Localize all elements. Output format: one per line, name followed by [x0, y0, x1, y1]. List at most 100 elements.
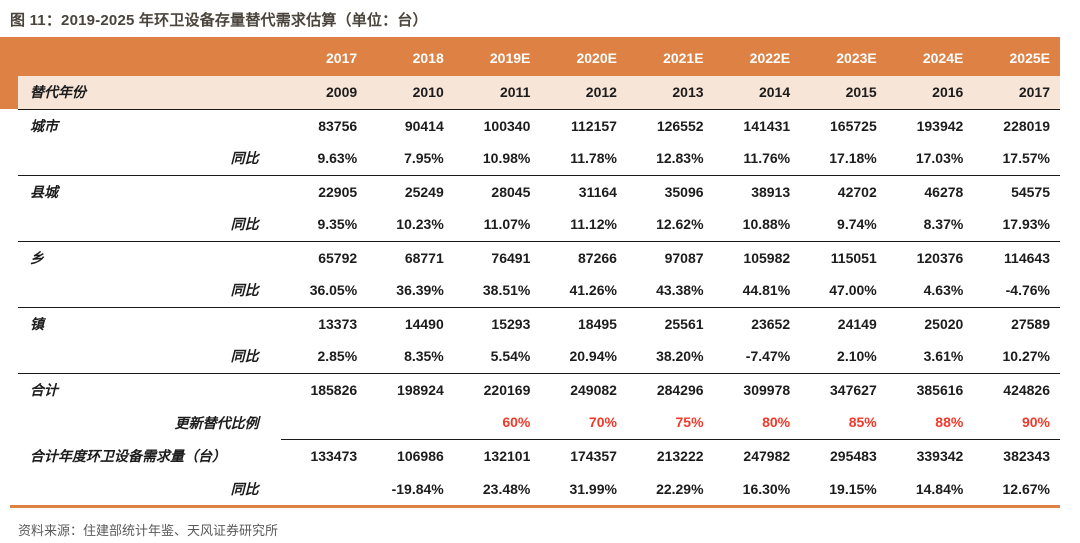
table-cell: 27589 [1011, 315, 1050, 332]
table-row: 同比 36.05% 36.39% 38.51% 41.26% 43.38% 44.81% 47… [18, 274, 1060, 308]
table-cell: -19.84% [391, 480, 444, 497]
table-cell: 25561 [664, 315, 704, 332]
year-header-cell: 2017 [280, 40, 368, 76]
row-label: 县城 [30, 183, 58, 200]
table-cell: 38.20% [626, 340, 714, 374]
replacement-year-cell: 2010 [367, 76, 454, 110]
table-cell: 36.05% [280, 274, 368, 308]
table-cell: 10.98% [453, 142, 541, 176]
table-cell: 17.03% [886, 142, 974, 176]
year-header-cell: 2024E [886, 40, 974, 76]
table-cell: 115051 [830, 249, 877, 266]
replacement-year-cell: 2017 [973, 76, 1060, 110]
replacement-year-cell: 2012 [540, 76, 627, 110]
year-header-cell: 2019E [453, 40, 541, 76]
row-label: 更新替代比例 [174, 414, 259, 431]
replacement-year-cell: 2013 [626, 76, 714, 110]
table-cell [281, 472, 368, 505]
table-cell: 9.74% [800, 208, 887, 242]
replacement-demand-table: 2017 2018 2019E 2020E 2021E 2022E 2023E 2024E 20… [18, 40, 1060, 505]
table-cell: 339342 [916, 447, 964, 464]
row-label: 同比 [18, 208, 281, 242]
table-cell: 97087 [664, 249, 704, 266]
table-cell: 198924 [397, 381, 444, 398]
table-cell: 20.94% [540, 340, 627, 374]
table-row: 同比 -19.84% 23.48% 31.99% 22.29% 16.30% 19.15% 1… [18, 472, 1060, 505]
table-cell: 133473 [310, 447, 358, 464]
table-cell: 114643 [1004, 249, 1050, 266]
table-cell: 18495 [578, 315, 617, 332]
table-cell: 60% [453, 406, 541, 440]
row-label: 镇 [30, 315, 44, 332]
table-cell: 213222 [656, 447, 704, 464]
table-cell: 3.61% [886, 340, 974, 374]
table-cell: 36.39% [367, 274, 454, 308]
table-cell: 12.83% [626, 142, 714, 176]
replacement-year-cell: 2011 [453, 76, 541, 110]
table-cell: 141431 [743, 117, 791, 134]
table-cell: 28045 [491, 183, 531, 200]
table-cell: 54575 [1011, 183, 1050, 200]
table-cell: 11.78% [540, 142, 627, 176]
table-cell: 9.63% [280, 142, 368, 176]
replacement-year-label: 替代年份 [18, 76, 281, 110]
table-row: 镇 13373 14490 15293 18495 25561 23652 24149 2502… [18, 307, 1060, 340]
table-cell: 11.76% [713, 142, 801, 176]
year-header-row: 2017 2018 2019E 2020E 2021E 2022E 2023E 2024E 20… [18, 40, 1060, 76]
table-cell: 88% [886, 406, 974, 440]
table-cell: 100340 [483, 117, 531, 134]
source-note: 资料来源：住建部统计年鉴、天风证券研究所 [18, 523, 279, 538]
table-cell: 17.57% [973, 142, 1060, 176]
table-cell: 10.27% [973, 340, 1060, 374]
table-cell: 80% [713, 406, 801, 440]
table-cell: 385616 [916, 381, 964, 398]
table-cell: 25020 [924, 315, 964, 332]
table-cell: 193942 [916, 117, 964, 134]
bottom-rule [10, 505, 1060, 508]
table-row: 县城 22905 25249 28045 31164 35096 38913 42702 462… [18, 175, 1060, 208]
table-cell: 15293 [491, 315, 531, 332]
row-label: 同比 [18, 142, 281, 176]
table-row: 城市 83756 90414 100340 112157 126552 141431 1657… [18, 109, 1060, 142]
table-cell: 249082 [570, 381, 617, 398]
table-cell: 11.12% [540, 208, 627, 242]
replacement-year-cell: 2014 [713, 76, 801, 110]
table-cell [280, 406, 368, 440]
table-cell: 68771 [404, 249, 444, 266]
table-cell: 44.81% [713, 274, 801, 308]
table-cell: 43.38% [626, 274, 714, 308]
table-cell: 31.99% [569, 480, 617, 497]
table-cell: 47.00% [800, 274, 887, 308]
table-cell: 41.26% [540, 274, 627, 308]
table-cell: 16.30% [742, 480, 791, 497]
table-cell: 65792 [318, 249, 358, 266]
table-cell: 132101 [483, 447, 531, 464]
table-cell: 220169 [483, 381, 531, 398]
table-cell: 13373 [318, 315, 358, 332]
replacement-year-cell: 2016 [886, 76, 974, 110]
row-label: 乡 [30, 249, 44, 266]
table-cell: 126552 [656, 117, 704, 134]
table-head: 2017 2018 2019E 2020E 2021E 2022E 2023E 2024E 20… [18, 40, 1060, 110]
table-cell: 7.95% [367, 142, 454, 176]
table-cell: 10.23% [367, 208, 454, 242]
table-cell: 70% [540, 406, 627, 440]
table-cell: 85% [800, 406, 887, 440]
table-row: 同比 2.85% 8.35% 5.54% 20.94% 38.20% -7.47% 2.10%… [18, 340, 1060, 374]
row-label: 同比 [18, 274, 281, 308]
table-cell: 9.35% [280, 208, 368, 242]
table-cell: 10.88% [713, 208, 801, 242]
table-row: 合计年度环卫设备需求量（台） 133473 106986 132101 174357 21… [18, 439, 1060, 472]
table-cell: 22.29% [656, 480, 704, 497]
table-cell: 424826 [1003, 381, 1050, 398]
table-cell: 38.51% [453, 274, 541, 308]
table-cell: 12.62% [626, 208, 714, 242]
table-row: 同比 9.63% 7.95% 10.98% 11.78% 12.83% 11.76% 17.1… [18, 142, 1060, 176]
table-cell: 24149 [837, 315, 877, 332]
year-header-cell: 2022E [713, 40, 801, 76]
row-label: 合计年度环卫设备需求量（台） [30, 447, 226, 464]
table-cell: 35096 [664, 183, 704, 200]
table-cell: 12.67% [1002, 480, 1050, 497]
table-row: 同比 9.35% 10.23% 11.07% 11.12% 12.62% 10.88% 9.7… [18, 208, 1060, 242]
